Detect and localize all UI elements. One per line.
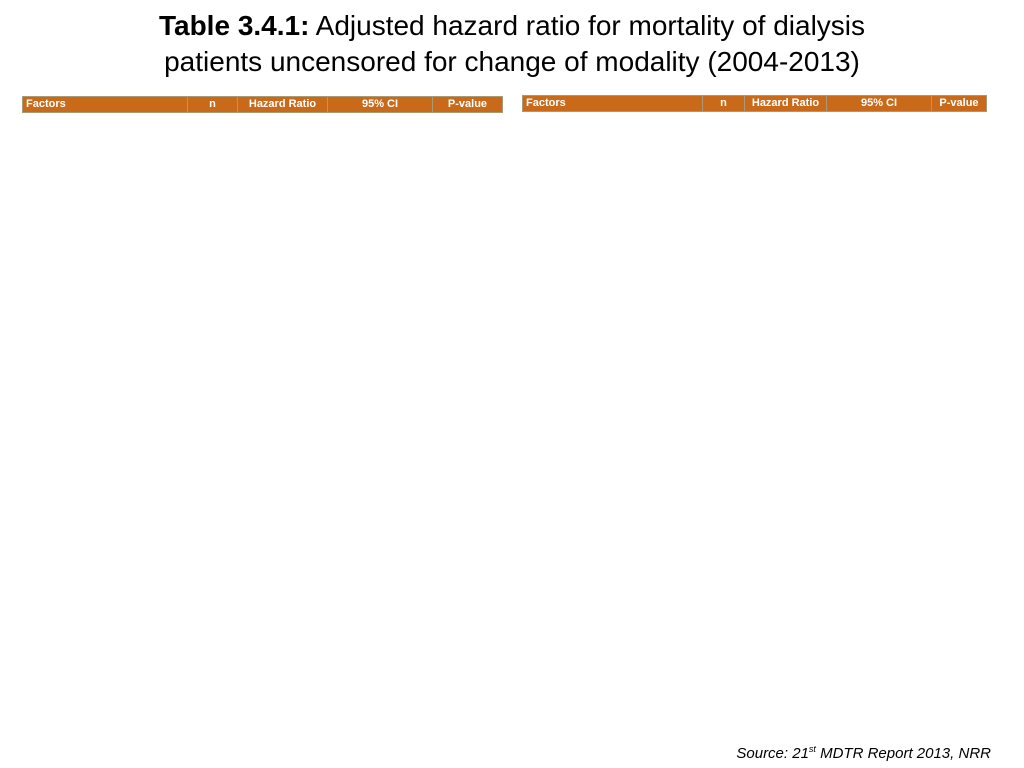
right-hazard-table: Factors n Hazard Ratio 95% CI P-value [522,95,987,112]
column-header: P-value [931,95,987,112]
column-header: n [187,96,238,113]
left-header-row: Factors n Hazard Ratio 95% CI P-value [22,96,503,113]
source-suffix: MDTR Report 2013, NRR [815,745,991,762]
left-hazard-table: Factors n Hazard Ratio 95% CI P-value [22,96,503,113]
slide-title: Table 3.4.1: Adjusted hazard ratio for m… [10,8,1014,80]
title-line-2: patients uncensored for change of modali… [164,46,860,77]
column-header: P-value [432,96,503,113]
column-header: 95% CI [826,95,932,112]
source-note: Source: 21st MDTR Report 2013, NRR [736,744,991,763]
source-prefix: Source: 21 [736,745,809,762]
column-header: Factors [22,96,188,113]
column-header: n [702,95,745,112]
title-bold: Table 3.4.1: [158,10,310,41]
source-sup: st [808,744,816,754]
column-header: Factors [522,95,703,112]
right-header-row: Factors n Hazard Ratio 95% CI P-value [522,95,987,112]
column-header: 95% CI [327,96,433,113]
column-header: Hazard Ratio [237,96,328,113]
title-line-1: Adjusted hazard ratio for mortality of d… [315,10,866,41]
column-header: Hazard Ratio [744,95,827,112]
